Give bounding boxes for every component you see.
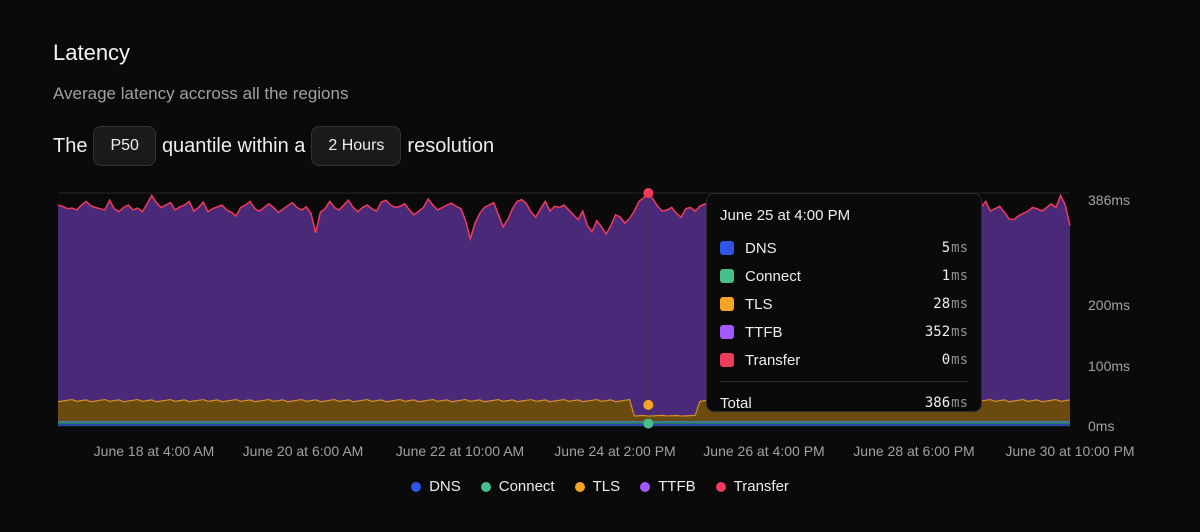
tooltip-row-value: 352 — [924, 324, 951, 340]
y-tick-label: 0ms — [1088, 418, 1114, 434]
legend-item-connect[interactable]: Connect — [480, 478, 555, 495]
tooltip-total-label: Total — [720, 394, 752, 412]
legend-dot — [411, 481, 422, 492]
dns-area — [58, 424, 1070, 426]
x-tick-label: June 22 at 10:00 AM — [396, 443, 524, 459]
x-tick-label: June 18 at 4:00 AM — [94, 443, 215, 459]
legend-dot — [715, 481, 726, 492]
legend-item-tls[interactable]: TLS — [574, 478, 621, 495]
x-tick-label: June 24 at 2:00 PM — [554, 443, 675, 459]
tooltip-row-ttfb: TTFB 352 ms — [720, 318, 968, 346]
x-tick-label: June 20 at 6:00 AM — [243, 443, 364, 459]
y-tick-label: 386ms — [1088, 192, 1130, 208]
ttfb-swatch — [720, 325, 734, 339]
page-title: Latency — [53, 40, 131, 65]
tooltip-row-unit: ms — [951, 324, 968, 340]
tooltip-total-value: 386 — [924, 395, 951, 411]
y-tick-label: 200ms — [1088, 297, 1130, 313]
legend-label: TLS — [592, 478, 621, 495]
chart-tooltip: June 25 at 4:00 PM DNS 5 ms Connect 1 ms TLS 28… — [706, 193, 982, 412]
tooltip-row-label: Transfer — [745, 351, 801, 369]
tls-marker — [643, 399, 654, 410]
tooltip-row-label: DNS — [745, 239, 777, 257]
tooltip-row-value: 5 — [941, 240, 951, 256]
tooltip-row-label: TTFB — [745, 323, 783, 341]
tooltip-row-dns: DNS 5 ms — [720, 234, 968, 262]
x-tick-label: June 26 at 4:00 PM — [703, 443, 824, 459]
transfer-swatch — [720, 353, 734, 367]
tooltip-row-label: Connect — [745, 267, 801, 285]
chart-legend: DNS Connect TLS TTFB Transfer — [0, 478, 1200, 495]
sentence-prefix: The — [53, 134, 88, 157]
legend-label: TTFB — [658, 478, 696, 495]
resolution-select[interactable]: 2 Hours — [311, 126, 402, 166]
tooltip-row-connect: Connect 1 ms — [720, 262, 968, 290]
transfer-marker — [643, 188, 654, 198]
legend-item-transfer[interactable]: Transfer — [715, 478, 789, 495]
tooltip-row-transfer: Transfer 0 ms — [720, 346, 968, 374]
tooltip-row-tls: TLS 28 ms — [720, 290, 968, 318]
legend-label: DNS — [429, 478, 461, 495]
tooltip-row-label: TLS — [745, 295, 773, 313]
tooltip-total-row: Total 386 ms — [720, 388, 968, 418]
connect-swatch — [720, 269, 734, 283]
tooltip-row-unit: ms — [951, 268, 968, 284]
tooltip-row-unit: ms — [951, 240, 968, 256]
quantile-select[interactable]: P50 — [93, 126, 156, 166]
tooltip-title: June 25 at 4:00 PM — [720, 207, 851, 224]
tooltip-row-value: 1 — [941, 268, 951, 284]
x-tick-label: June 30 at 10:00 PM — [1005, 443, 1134, 459]
tooltip-row-unit: ms — [951, 296, 968, 312]
connect-marker — [643, 418, 654, 429]
tooltip-total-unit: ms — [951, 395, 968, 411]
y-tick-label: 100ms — [1088, 358, 1130, 374]
tooltip-row-value: 0 — [941, 352, 951, 368]
legend-dot — [640, 481, 651, 492]
query-sentence: The P50 quantile within a 2 Hours resolu… — [53, 126, 494, 166]
tooltip-row-value: 28 — [933, 296, 951, 312]
page-subtitle: Average latency accross all the regions — [53, 84, 349, 103]
x-tick-label: June 28 at 6:00 PM — [853, 443, 974, 459]
legend-item-ttfb[interactable]: TTFB — [640, 478, 696, 495]
legend-label: Transfer — [733, 478, 789, 495]
tooltip-rows: DNS 5 ms Connect 1 ms TLS 28 ms TTFB 352 ms Transfer… — [720, 234, 968, 374]
connect-area — [58, 421, 1070, 425]
legend-label: Connect — [498, 478, 555, 495]
legend-dot — [574, 481, 585, 492]
tooltip-row-unit: ms — [951, 352, 968, 368]
tls-swatch — [720, 297, 734, 311]
legend-dot — [480, 481, 491, 492]
legend-item-dns[interactable]: DNS — [411, 478, 461, 495]
sentence-middle: quantile within a — [161, 134, 306, 157]
tooltip-divider — [720, 381, 968, 382]
dns-swatch — [720, 241, 734, 255]
sentence-suffix: resolution — [407, 134, 495, 157]
